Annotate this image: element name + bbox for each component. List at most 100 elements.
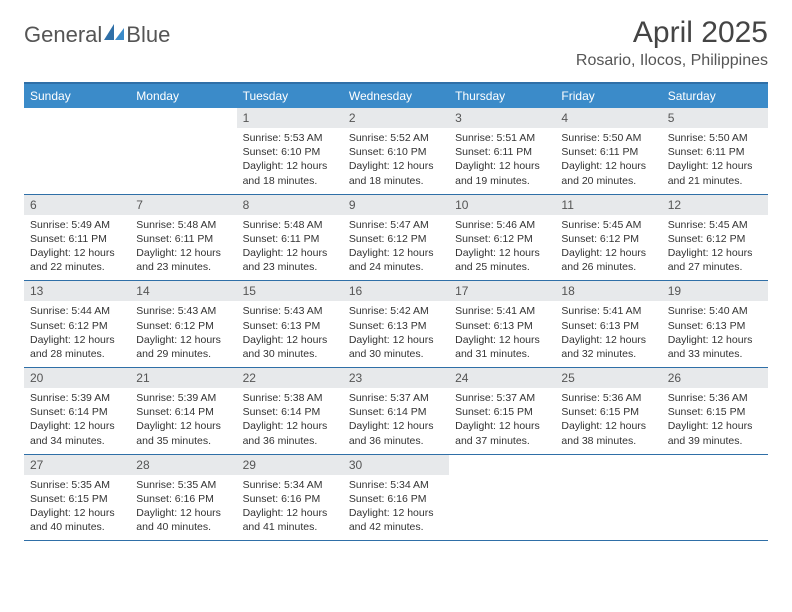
calendar-cell: 5Sunrise: 5:50 AMSunset: 6:11 PMDaylight…	[662, 108, 768, 194]
day-header-row: Sunday Monday Tuesday Wednesday Thursday…	[24, 83, 768, 108]
day-number: 22	[237, 368, 343, 388]
day-number: 9	[343, 195, 449, 215]
calendar-cell: 29Sunrise: 5:34 AMSunset: 6:16 PMDayligh…	[237, 454, 343, 541]
calendar-cell: 17Sunrise: 5:41 AMSunset: 6:13 PMDayligh…	[449, 281, 555, 368]
calendar-cell	[449, 454, 555, 541]
calendar-cell: 2Sunrise: 5:52 AMSunset: 6:10 PMDaylight…	[343, 108, 449, 194]
day-number: 21	[130, 368, 236, 388]
calendar-week-row: 27Sunrise: 5:35 AMSunset: 6:15 PMDayligh…	[24, 454, 768, 541]
calendar-cell: 14Sunrise: 5:43 AMSunset: 6:12 PMDayligh…	[130, 281, 236, 368]
calendar-cell: 23Sunrise: 5:37 AMSunset: 6:14 PMDayligh…	[343, 368, 449, 455]
day-content: Sunrise: 5:53 AMSunset: 6:10 PMDaylight:…	[237, 128, 343, 194]
calendar-cell: 4Sunrise: 5:50 AMSunset: 6:11 PMDaylight…	[555, 108, 661, 194]
day-number: 7	[130, 195, 236, 215]
calendar-week-row: 1Sunrise: 5:53 AMSunset: 6:10 PMDaylight…	[24, 108, 768, 194]
day-number: 10	[449, 195, 555, 215]
calendar-cell: 15Sunrise: 5:43 AMSunset: 6:13 PMDayligh…	[237, 281, 343, 368]
day-number: 17	[449, 281, 555, 301]
day-content: Sunrise: 5:44 AMSunset: 6:12 PMDaylight:…	[24, 301, 130, 367]
calendar-table: Sunday Monday Tuesday Wednesday Thursday…	[24, 82, 768, 541]
day-number: 23	[343, 368, 449, 388]
day-number: 27	[24, 455, 130, 475]
day-number: 4	[555, 108, 661, 128]
day-number: 1	[237, 108, 343, 128]
brand-text-2: Blue	[126, 22, 170, 48]
day-content: Sunrise: 5:35 AMSunset: 6:16 PMDaylight:…	[130, 475, 236, 541]
day-number: 12	[662, 195, 768, 215]
day-number: 30	[343, 455, 449, 475]
calendar-cell: 16Sunrise: 5:42 AMSunset: 6:13 PMDayligh…	[343, 281, 449, 368]
day-content: Sunrise: 5:36 AMSunset: 6:15 PMDaylight:…	[662, 388, 768, 454]
day-content: Sunrise: 5:40 AMSunset: 6:13 PMDaylight:…	[662, 301, 768, 367]
day-header: Sunday	[24, 83, 130, 108]
day-content: Sunrise: 5:51 AMSunset: 6:11 PMDaylight:…	[449, 128, 555, 194]
day-number: 6	[24, 195, 130, 215]
title-block: April 2025 Rosario, Ilocos, Philippines	[576, 16, 768, 70]
calendar-cell	[555, 454, 661, 541]
day-content: Sunrise: 5:37 AMSunset: 6:15 PMDaylight:…	[449, 388, 555, 454]
calendar-week-row: 20Sunrise: 5:39 AMSunset: 6:14 PMDayligh…	[24, 368, 768, 455]
day-number: 28	[130, 455, 236, 475]
calendar-week-row: 13Sunrise: 5:44 AMSunset: 6:12 PMDayligh…	[24, 281, 768, 368]
calendar-cell: 6Sunrise: 5:49 AMSunset: 6:11 PMDaylight…	[24, 194, 130, 281]
day-number: 18	[555, 281, 661, 301]
month-title: April 2025	[576, 16, 768, 50]
day-header: Thursday	[449, 83, 555, 108]
calendar-cell: 30Sunrise: 5:34 AMSunset: 6:16 PMDayligh…	[343, 454, 449, 541]
day-content: Sunrise: 5:35 AMSunset: 6:15 PMDaylight:…	[24, 475, 130, 541]
day-content: Sunrise: 5:50 AMSunset: 6:11 PMDaylight:…	[662, 128, 768, 194]
day-header: Monday	[130, 83, 236, 108]
day-content: Sunrise: 5:49 AMSunset: 6:11 PMDaylight:…	[24, 215, 130, 281]
calendar-cell: 1Sunrise: 5:53 AMSunset: 6:10 PMDaylight…	[237, 108, 343, 194]
day-content: Sunrise: 5:36 AMSunset: 6:15 PMDaylight:…	[555, 388, 661, 454]
calendar-week-row: 6Sunrise: 5:49 AMSunset: 6:11 PMDaylight…	[24, 194, 768, 281]
day-content: Sunrise: 5:43 AMSunset: 6:12 PMDaylight:…	[130, 301, 236, 367]
day-content: Sunrise: 5:50 AMSunset: 6:11 PMDaylight:…	[555, 128, 661, 194]
day-content: Sunrise: 5:37 AMSunset: 6:14 PMDaylight:…	[343, 388, 449, 454]
day-content: Sunrise: 5:34 AMSunset: 6:16 PMDaylight:…	[237, 475, 343, 541]
day-content: Sunrise: 5:46 AMSunset: 6:12 PMDaylight:…	[449, 215, 555, 281]
brand-text-1: General	[24, 22, 102, 48]
day-number: 5	[662, 108, 768, 128]
day-content: Sunrise: 5:34 AMSunset: 6:16 PMDaylight:…	[343, 475, 449, 541]
calendar-cell: 18Sunrise: 5:41 AMSunset: 6:13 PMDayligh…	[555, 281, 661, 368]
day-content: Sunrise: 5:39 AMSunset: 6:14 PMDaylight:…	[24, 388, 130, 454]
day-number: 11	[555, 195, 661, 215]
calendar-cell: 24Sunrise: 5:37 AMSunset: 6:15 PMDayligh…	[449, 368, 555, 455]
day-header: Friday	[555, 83, 661, 108]
calendar-cell	[130, 108, 236, 194]
day-header: Tuesday	[237, 83, 343, 108]
calendar-cell: 25Sunrise: 5:36 AMSunset: 6:15 PMDayligh…	[555, 368, 661, 455]
day-number: 15	[237, 281, 343, 301]
day-content: Sunrise: 5:48 AMSunset: 6:11 PMDaylight:…	[237, 215, 343, 281]
day-content: Sunrise: 5:41 AMSunset: 6:13 PMDaylight:…	[449, 301, 555, 367]
location-text: Rosario, Ilocos, Philippines	[576, 52, 768, 70]
calendar-cell: 20Sunrise: 5:39 AMSunset: 6:14 PMDayligh…	[24, 368, 130, 455]
day-number: 24	[449, 368, 555, 388]
calendar-body: 1Sunrise: 5:53 AMSunset: 6:10 PMDaylight…	[24, 108, 768, 541]
day-content: Sunrise: 5:45 AMSunset: 6:12 PMDaylight:…	[662, 215, 768, 281]
calendar-cell: 10Sunrise: 5:46 AMSunset: 6:12 PMDayligh…	[449, 194, 555, 281]
day-number: 3	[449, 108, 555, 128]
calendar-cell: 9Sunrise: 5:47 AMSunset: 6:12 PMDaylight…	[343, 194, 449, 281]
day-number: 29	[237, 455, 343, 475]
day-number: 13	[24, 281, 130, 301]
day-number: 19	[662, 281, 768, 301]
header: General Blue April 2025 Rosario, Ilocos,…	[24, 16, 768, 70]
calendar-cell: 7Sunrise: 5:48 AMSunset: 6:11 PMDaylight…	[130, 194, 236, 281]
day-header: Saturday	[662, 83, 768, 108]
day-content: Sunrise: 5:48 AMSunset: 6:11 PMDaylight:…	[130, 215, 236, 281]
calendar-cell: 12Sunrise: 5:45 AMSunset: 6:12 PMDayligh…	[662, 194, 768, 281]
calendar-cell: 27Sunrise: 5:35 AMSunset: 6:15 PMDayligh…	[24, 454, 130, 541]
brand-logo: General Blue	[24, 16, 170, 48]
day-content: Sunrise: 5:52 AMSunset: 6:10 PMDaylight:…	[343, 128, 449, 194]
calendar-cell: 22Sunrise: 5:38 AMSunset: 6:14 PMDayligh…	[237, 368, 343, 455]
calendar-cell: 26Sunrise: 5:36 AMSunset: 6:15 PMDayligh…	[662, 368, 768, 455]
calendar-cell: 19Sunrise: 5:40 AMSunset: 6:13 PMDayligh…	[662, 281, 768, 368]
day-number: 25	[555, 368, 661, 388]
day-content: Sunrise: 5:47 AMSunset: 6:12 PMDaylight:…	[343, 215, 449, 281]
calendar-cell: 13Sunrise: 5:44 AMSunset: 6:12 PMDayligh…	[24, 281, 130, 368]
day-content: Sunrise: 5:38 AMSunset: 6:14 PMDaylight:…	[237, 388, 343, 454]
calendar-cell: 3Sunrise: 5:51 AMSunset: 6:11 PMDaylight…	[449, 108, 555, 194]
calendar-cell	[662, 454, 768, 541]
